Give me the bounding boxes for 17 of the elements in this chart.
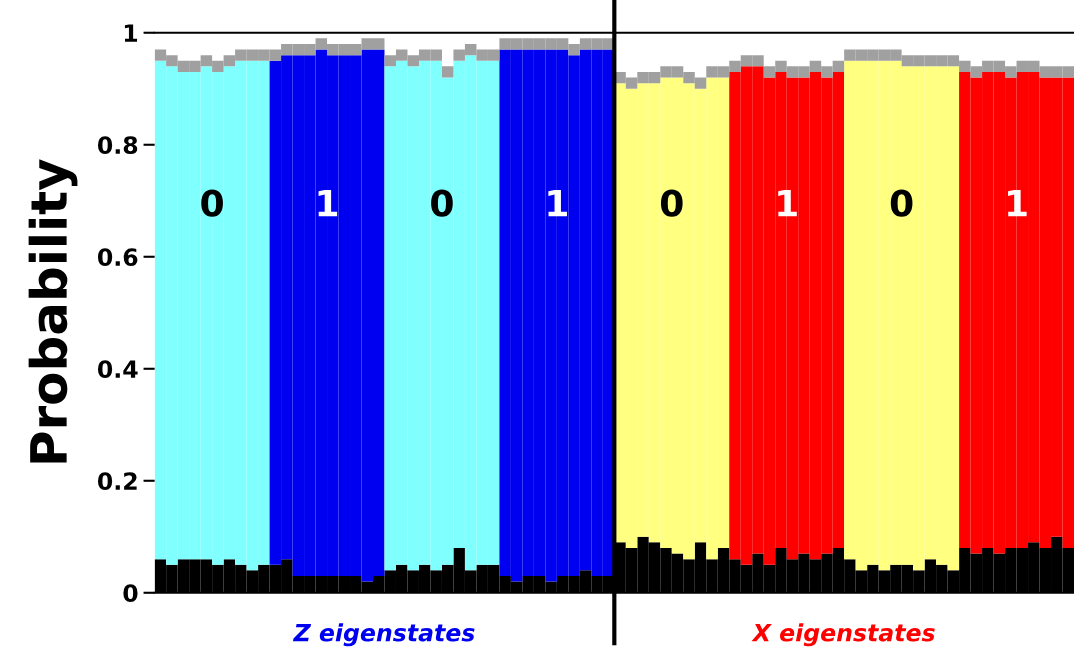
annotation: 0 [890,189,913,217]
annotation: 0 [660,189,683,217]
annotation: 1 [318,189,338,217]
text: Z eigenstates [292,623,475,647]
y-axis-title: Probability [28,159,78,463]
y-tick-label: 0.8 [97,136,138,155]
y-tick-label: 0.2 [97,472,137,491]
y-tick-label: 1 [124,24,138,42]
y-tick-label: 0 [123,584,138,603]
y-tick-label: 0.4 [97,360,138,379]
annotation: 1 [548,189,567,217]
y-tick-label: 0.6 [97,248,138,267]
annotation: 0 [201,189,223,217]
text: X eigenstates [751,623,935,647]
annotation: 0 [431,189,453,217]
annotation: 1 [1008,189,1027,217]
annotation: 1 [778,189,797,217]
